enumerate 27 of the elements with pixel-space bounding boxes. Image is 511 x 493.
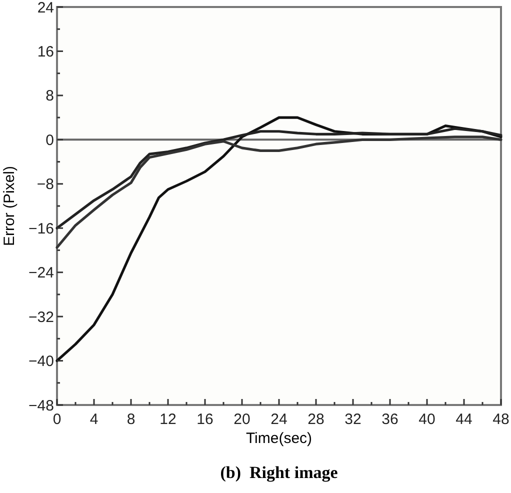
x-tick-label: 40 <box>418 411 436 428</box>
x-tick-label: 44 <box>456 411 472 428</box>
x-axis-title: Time(sec) <box>246 430 312 447</box>
x-tick-label: 8 <box>126 411 136 428</box>
x-tick-label: 36 <box>382 411 398 428</box>
line-series <box>56 127 502 230</box>
x-tick-label: 20 <box>234 411 250 428</box>
x-tick-label: 16 <box>196 411 214 428</box>
x-tick-label: 32 <box>344 411 362 428</box>
y-tick-label: 16 <box>37 43 54 60</box>
y-tick-label: −16 <box>28 220 54 238</box>
y-tick-label: 8 <box>46 88 54 105</box>
y-tick-label: 24 <box>37 0 54 16</box>
x-tick-label: 48 <box>492 411 510 428</box>
x-tick-label: 12 <box>160 411 176 428</box>
x-tick-label: 24 <box>270 411 288 428</box>
y-tick-label: 0 <box>46 132 54 149</box>
x-tick-label: 28 <box>308 411 324 428</box>
y-tick-label: −8 <box>36 176 54 194</box>
y-tick-label: −24 <box>28 264 54 282</box>
y-tick-label: −40 <box>28 353 54 370</box>
text: (b) Right image <box>220 463 338 482</box>
line-series <box>56 136 502 249</box>
y-axis-title: Error (Pixel) <box>1 166 18 246</box>
x-tick-label: 4 <box>90 411 98 428</box>
y-tick-label: −48 <box>28 397 54 414</box>
y-tick-label: −32 <box>28 308 54 326</box>
